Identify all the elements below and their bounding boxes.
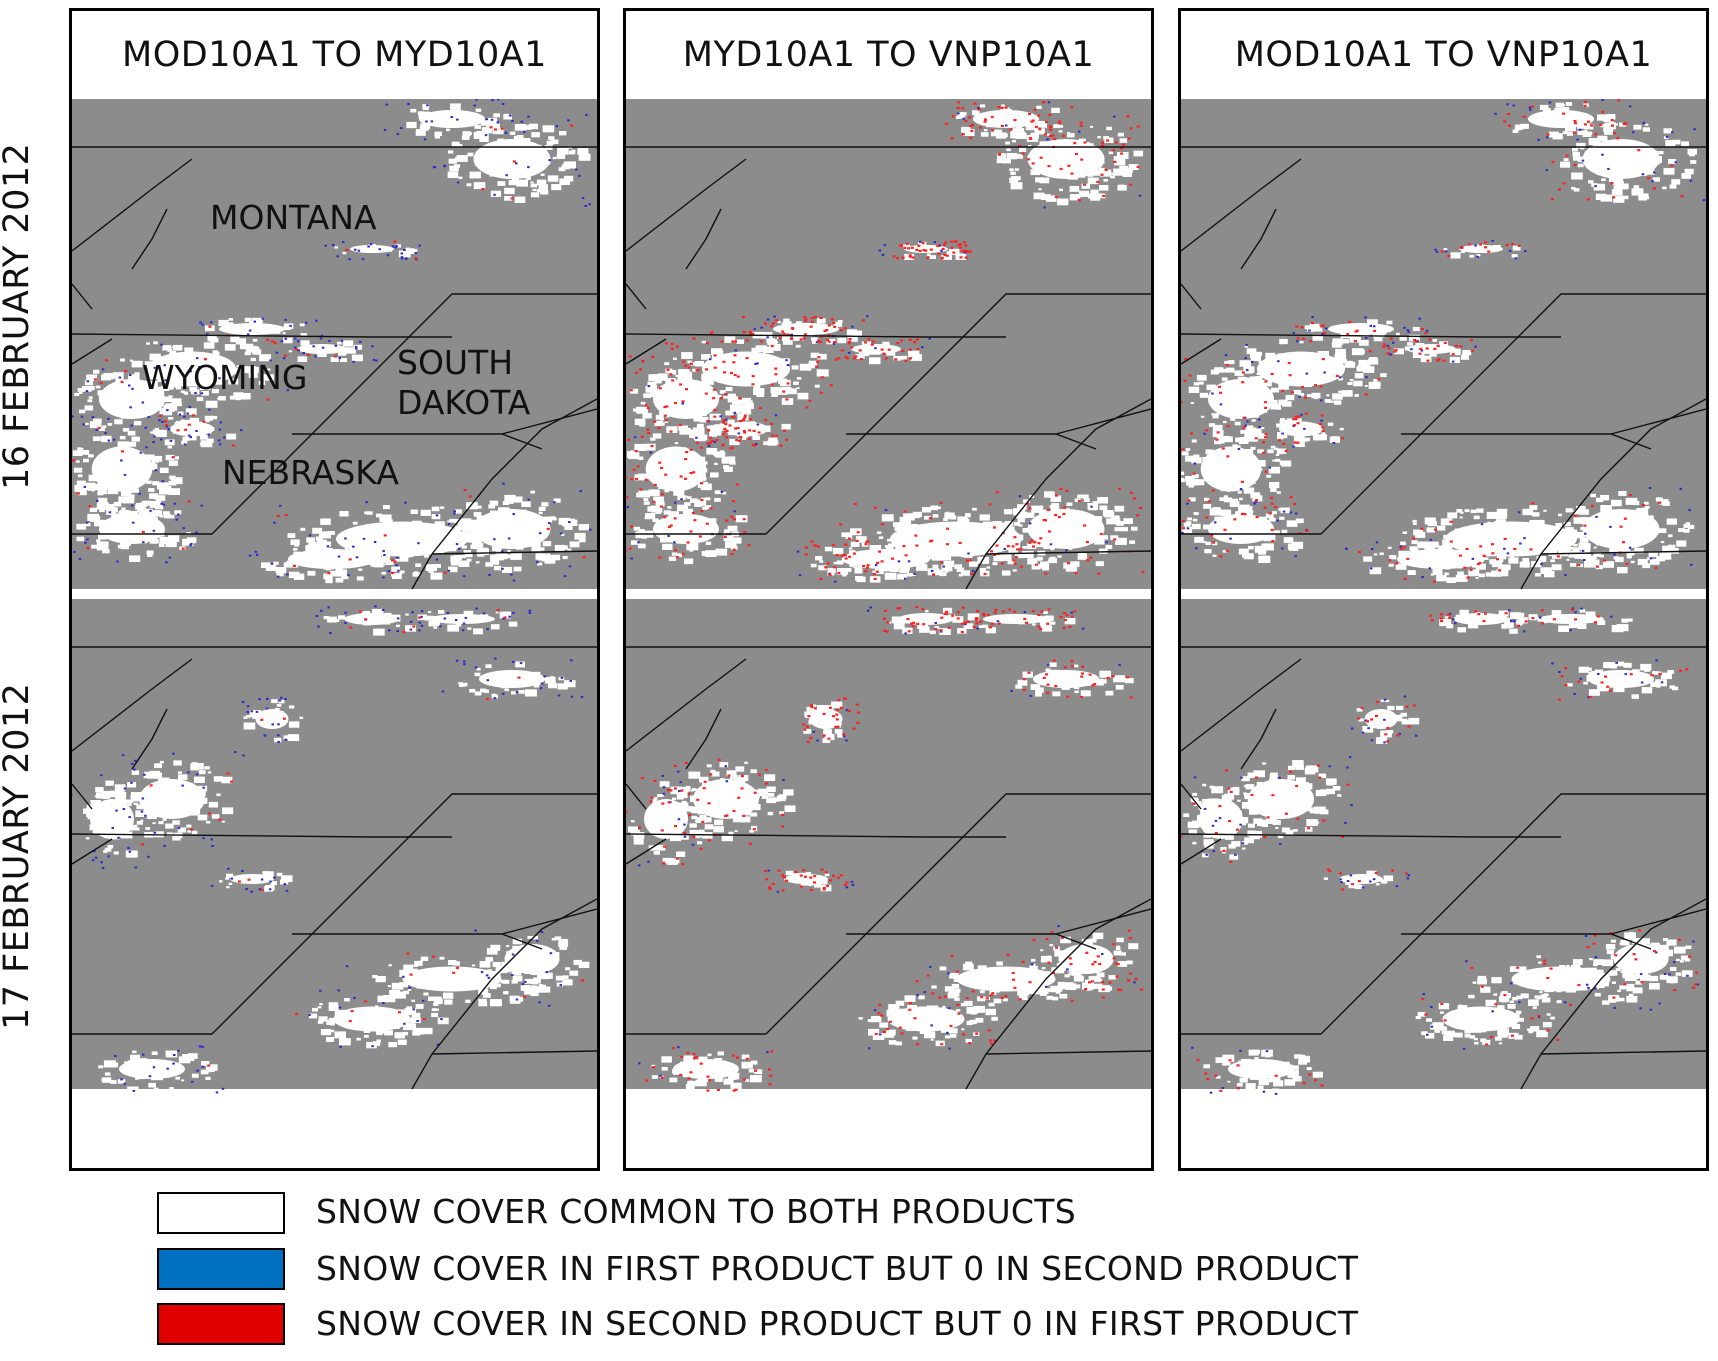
state-borders — [1181, 146, 1706, 590]
state-label-nebraska: NEBRASKA — [222, 453, 399, 492]
snow-second-only — [626, 101, 1145, 581]
snow-cover-common — [72, 103, 591, 584]
panel-col-1: MOD10A1 TO MYD10A1 MONTANA WYOMING SOUTH DA… — [69, 8, 600, 1171]
map-16-feb — [1181, 99, 1706, 590]
snow-second-only — [1181, 608, 1699, 1092]
state-label-montana: MONTANA — [210, 198, 377, 237]
snow-second-only — [141, 609, 584, 1067]
snow-first-only — [72, 99, 592, 582]
snow-first-only — [72, 605, 584, 1094]
row-label-17-feb: 17 FEBRUARY 2012 — [0, 682, 37, 1030]
panel-col-2: MYD10A1 TO VNP10A1 — [623, 8, 1154, 1171]
snow-second-only — [626, 605, 1144, 1092]
legend-swatch-first-only — [157, 1248, 285, 1290]
snow-cover-common — [83, 608, 590, 1094]
snow-cover-common — [1183, 609, 1693, 1093]
panel-col-3: MOD10A1 TO VNP10A1 — [1178, 8, 1709, 1171]
map-col-2 — [626, 99, 1151, 1092]
legend-swatch-common — [157, 1192, 285, 1234]
row-label-16-feb: 16 FEBRUARY 2012 — [0, 142, 37, 490]
snow-second-only — [1181, 99, 1684, 583]
state-borders — [626, 646, 1151, 1090]
state-label-wyoming: WYOMING — [142, 358, 307, 397]
legend-swatch-second-only — [157, 1303, 285, 1345]
state-label-dakota: DAKOTA — [397, 383, 531, 422]
snow-first-only — [626, 606, 1136, 1077]
state-borders — [72, 646, 597, 1090]
map-17-feb — [1181, 599, 1706, 1095]
snow-cover-common — [1181, 102, 1697, 583]
map-17-feb — [72, 599, 597, 1094]
snow-first-only — [626, 101, 1142, 583]
state-borders — [72, 146, 597, 590]
state-borders — [626, 146, 1151, 590]
map-17-feb — [626, 599, 1151, 1092]
column-title: MOD10A1 TO VNP10A1 — [1234, 35, 1653, 75]
column-title: MOD10A1 TO MYD10A1 — [122, 35, 547, 75]
legend-label-second-only: SNOW COVER IN SECOND PRODUCT BUT 0 IN FI… — [316, 1304, 1359, 1343]
state-borders — [1181, 646, 1706, 1090]
column-title: MYD10A1 TO VNP10A1 — [682, 35, 1095, 75]
map-col-3 — [1181, 99, 1706, 1095]
legend-label-first-only: SNOW COVER IN FIRST PRODUCT BUT 0 IN SEC… — [316, 1249, 1359, 1288]
map-16-feb — [626, 99, 1151, 590]
snow-second-only — [72, 124, 586, 575]
snow-first-only — [1191, 607, 1700, 1095]
legend-label-common: SNOW COVER COMMON TO BOTH PRODUCTS — [316, 1192, 1076, 1231]
snow-first-only — [1181, 99, 1706, 578]
state-label-south: SOUTH — [397, 343, 513, 382]
